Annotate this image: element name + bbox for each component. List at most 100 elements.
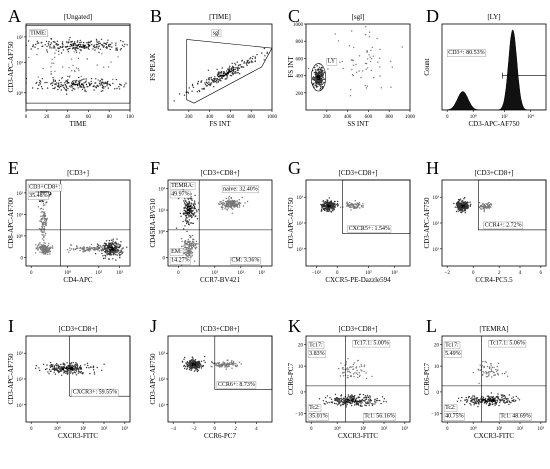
event-density [173,47,269,102]
y-axis-label: CD8-APC-AF700 [7,197,15,248]
plot-frame [441,23,547,111]
x-tick-label: 0 [472,271,475,276]
event-density [34,361,105,376]
gate-label: Tc17: [309,342,323,348]
x-tick-label: 10⁰ [54,426,61,432]
plot-frame [167,335,273,423]
plot-frame [25,179,131,267]
x-axis-label: CXCR5-PE-Dazzle594 [325,276,391,284]
gate-label: 35.48% [29,193,48,199]
y-tick-label: 10¹ [17,61,24,67]
y-tick-label: 10⁰ [16,91,23,97]
gate-label: 49.97% [171,191,190,197]
panel-title: [TIME] [209,13,231,21]
panel-title: [Ungated] [64,13,92,21]
panel-letter: C [288,6,300,26]
gate-label: Tc2: [445,405,456,411]
y-tick-label: 10² [17,377,24,383]
panel-title: [CD3+CD8+] [200,325,239,333]
x-tick-label: 10¹ [496,426,503,432]
panel-title: [CD3+CD8+] [474,169,513,177]
plot-frame [167,179,273,267]
gate [442,336,546,422]
panel-letter: E [8,158,19,178]
event-density [181,355,242,373]
gate-label: Tc1: 48.69% [500,414,531,420]
panel-letter: K [288,316,301,336]
panel-letter: A [8,6,21,26]
gate [310,63,327,92]
gate-label: TEMRA: [171,183,194,189]
y-tick-label: 10 [434,365,440,370]
panel-letter: I [8,316,14,336]
x-axis-label: CCR4-PC5.5 [475,276,513,284]
plot-frame [305,23,411,111]
y-tick-label: 10³ [433,195,440,201]
x-tick-label: 0 [446,427,449,432]
gate [478,179,547,231]
x-axis-label: CCR6-PC7 [204,432,236,440]
panel-title: [CD3+CD8+] [200,169,239,177]
y-axis-label: CCR6-PC7 [423,363,431,395]
y-tick-label: −10 [431,412,439,417]
x-tick-label: 100 [126,115,134,120]
y-tick-label: 10³ [297,195,304,201]
x-tick-label: 0 [336,271,339,276]
y-tick-label: 20 [298,344,304,349]
gate-label: 35.01% [309,414,328,420]
x-tick-label: 6 [540,271,543,276]
panel-f: F [CD3+CD8+]0 10¹ 10² 10³010⁰10¹10²CCR7-BV42… [149,158,273,284]
event-density [175,183,249,266]
x-tick-label: 600 [227,115,235,120]
gate-label: naive: 32.40% [223,186,258,192]
x-axis-label: CXCR3-FITC [338,432,378,440]
gate [214,335,273,390]
y-tick-label: 10³ [159,351,166,357]
gate-label: CCR4+: 2.72% [485,222,522,228]
panel-g: G [CD3+CD8+]−10² 0 10² 10³10¹10²10³CXCR5-PE-… [287,158,411,284]
x-tick-label: 1000 [267,115,278,120]
y-axis-label: CD3-APC-AF750 [287,197,295,248]
gate-label: 3.83% [309,351,325,357]
y-axis-label: CD45RA-BV510 [149,198,157,248]
x-axis-label: SS INT [347,120,369,128]
panel-d: D [LY] 0 10⁰ 10² 10⁴ CD3-APC-AF750 Count CD3+: 8… [423,6,547,128]
y-tick-label: 10² [17,191,24,197]
y-axis-label: FS PEAK [149,53,157,81]
gate [342,179,411,234]
gate-label: CXCR5+: 1.54% [349,226,390,232]
x-tick-label: 10² [96,270,103,276]
gate-label: TIME: [30,30,47,36]
x-tick-label: 10³ [538,426,545,432]
panel-letter: B [150,6,162,26]
x-tick-label: 0 [177,271,180,276]
event-density [318,358,387,408]
gate-label: Tc17: [445,342,459,348]
y-tick-label: 10¹ [17,403,24,409]
gate-label: 5.49% [445,351,461,357]
gate-label: CM: 3.36% [231,258,259,264]
panel-c: C [sgl] 200 400 600 800 1000 200 400 600 800 1000 SS… [287,6,416,128]
gate-label: CCR6+: 8.73% [218,382,255,388]
x-tick-label: 800 [385,115,393,120]
y-tick-label: 10² [159,377,166,383]
gate-label: CXCR3+: 59.55% [73,390,117,396]
gate-label: Tc17.1: 5.00% [354,341,389,347]
panel-title: [LY] [487,13,500,21]
gate [69,335,131,397]
x-axis-label: TIME [69,120,86,128]
x-tick-label: 10⁰ [334,426,341,432]
x-tick-label: 10² [501,114,508,120]
gate-label: CD3+: 80.53% [448,50,484,56]
y-tick-label: 0 [163,256,166,261]
panel-title: [sgl] [352,13,365,21]
y-tick-label: 10³ [17,351,24,357]
event-density [453,197,493,214]
event-density [26,36,128,95]
plot-frame [25,335,131,423]
panel-letter: G [288,158,301,178]
gate-label: EM: [171,249,182,255]
panel-j: J [CD3+CD8+] −4 −2 0 2 4 10¹ 10² 10³ CCR6-PC7 CD3-A… [149,316,273,440]
x-tick-label: 2 [234,427,237,432]
x-tick-label: −4 [171,427,177,432]
